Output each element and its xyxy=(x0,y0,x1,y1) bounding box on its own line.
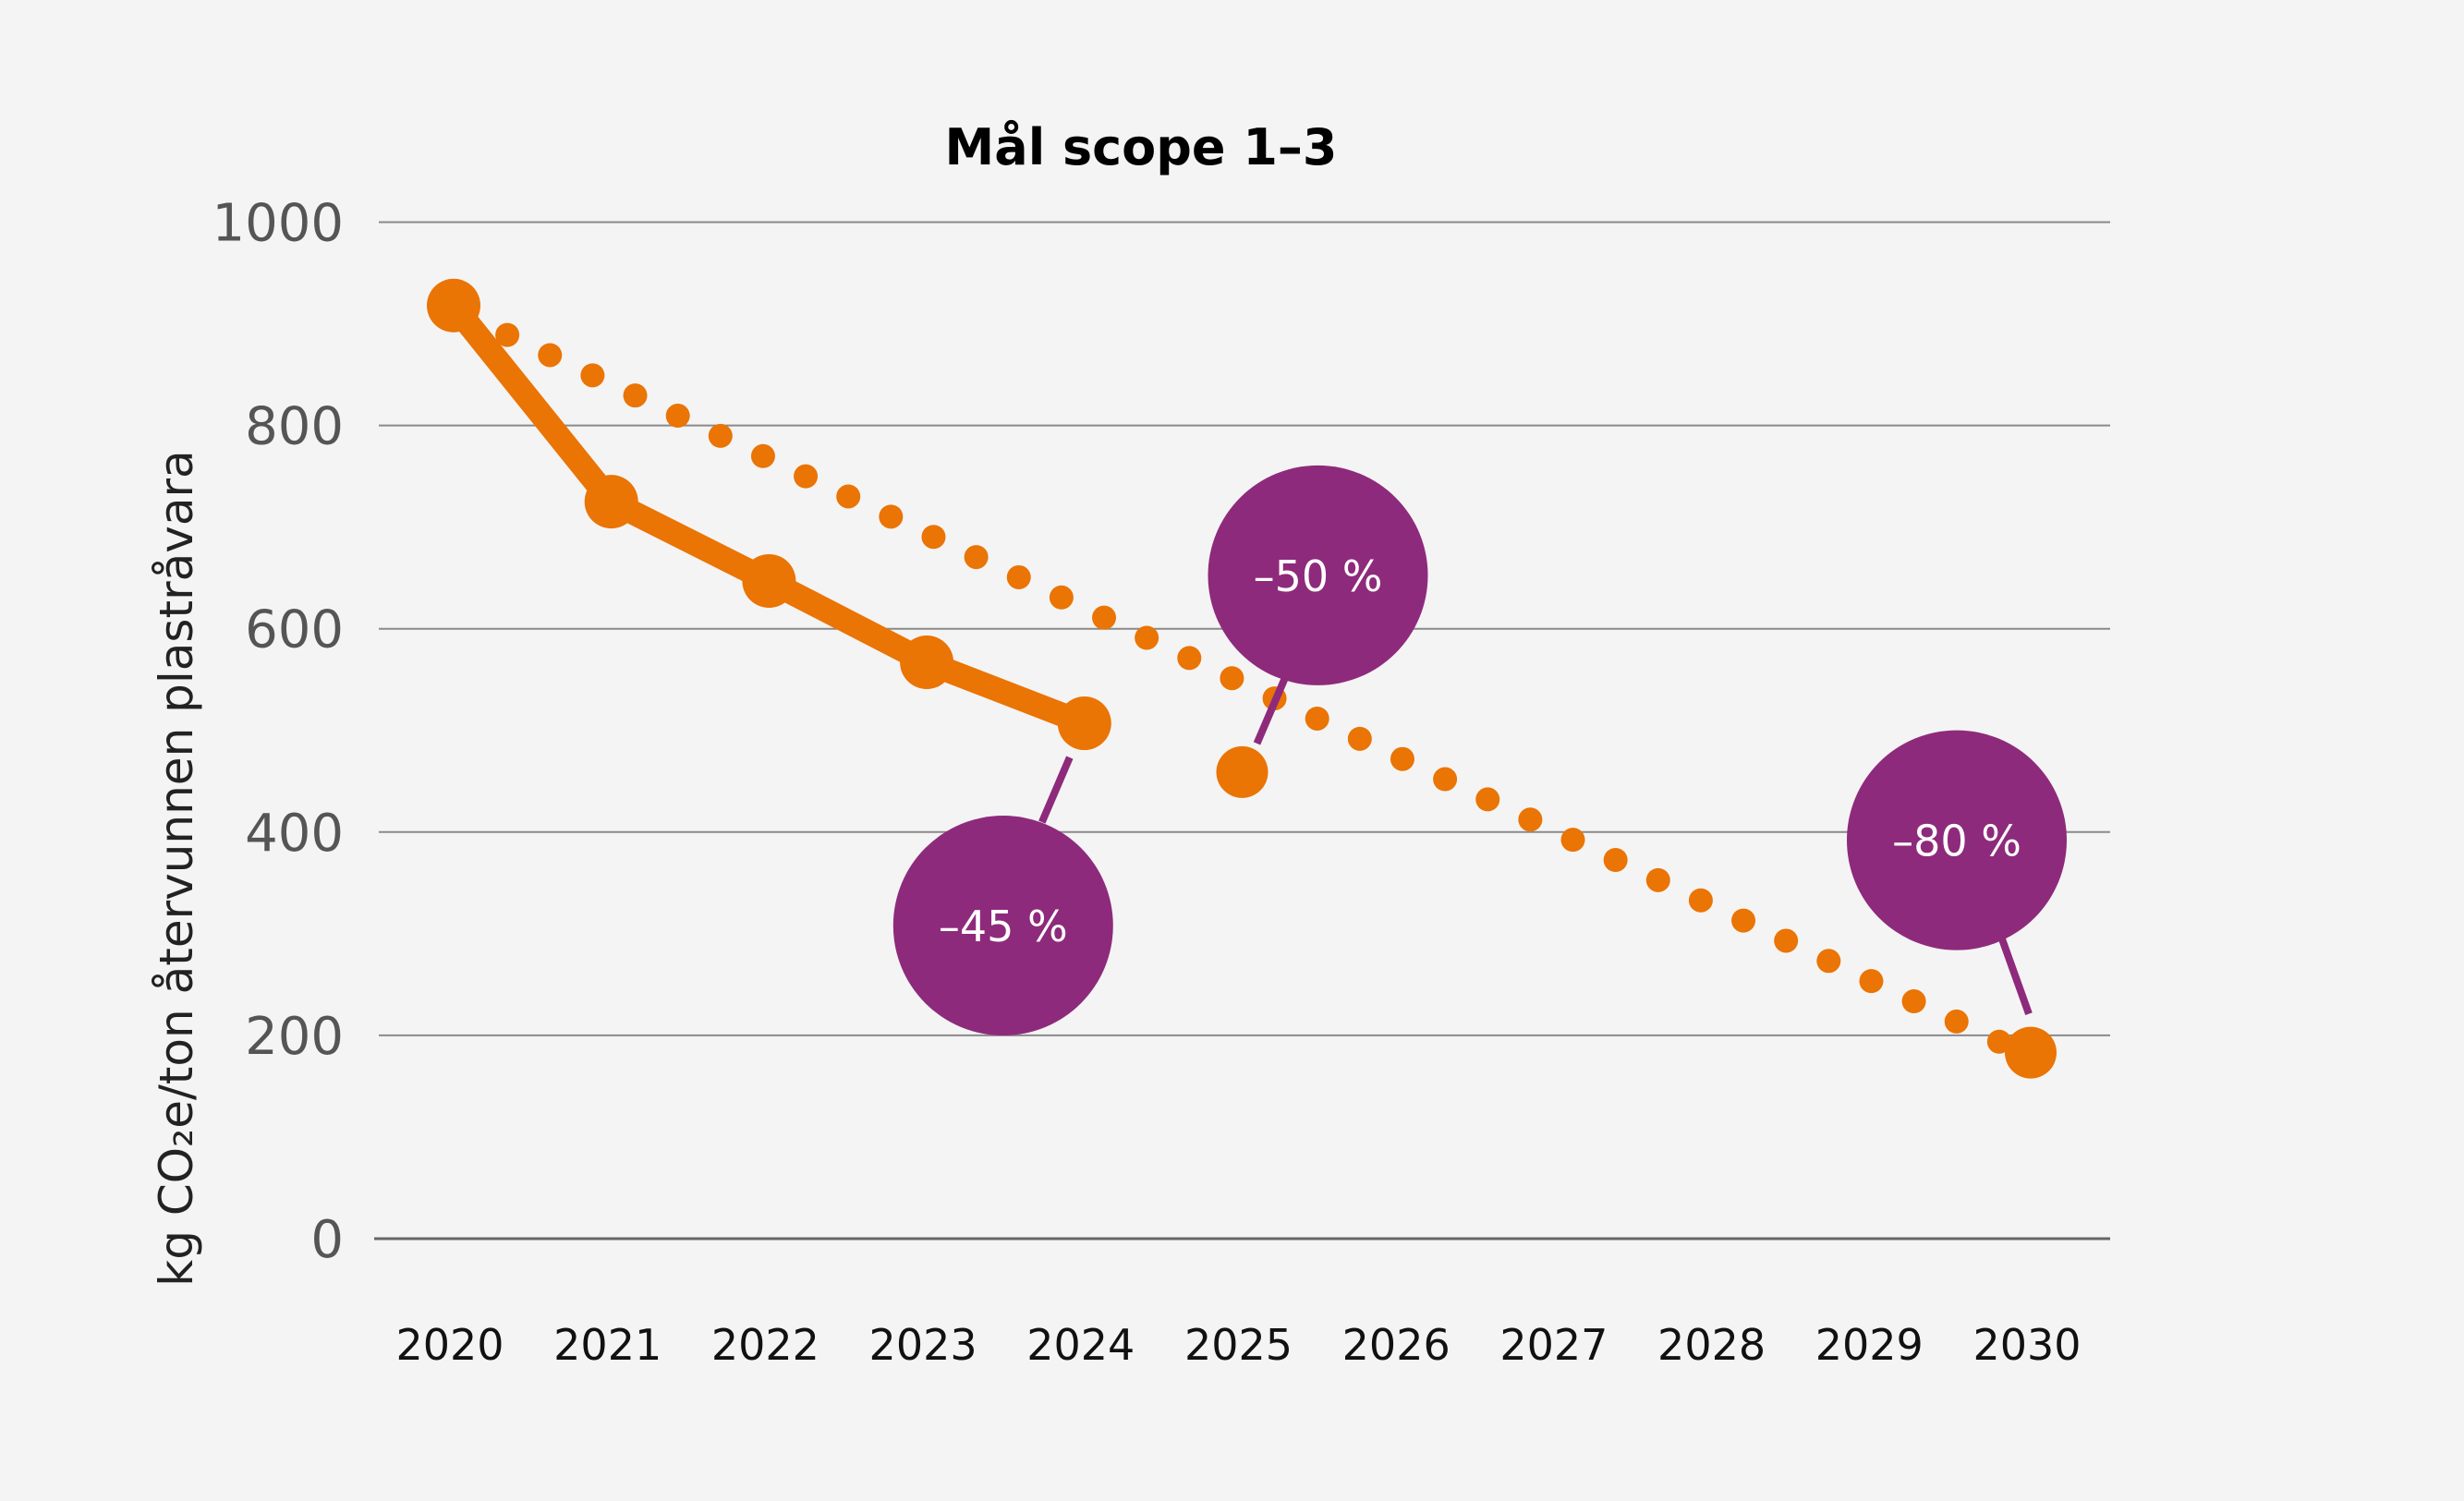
target-dot xyxy=(1049,585,1074,610)
y-tick-label: 400 xyxy=(245,804,344,864)
target-dot xyxy=(1901,989,1926,1014)
target-marker-2030 xyxy=(2005,1026,2057,1079)
callout-label: –45 % xyxy=(939,902,1068,951)
target-dot xyxy=(750,443,775,468)
target-dot xyxy=(580,363,605,388)
target-dot xyxy=(708,423,733,448)
x-tick-label: 2028 xyxy=(1657,1320,1766,1370)
target-dot xyxy=(1688,888,1713,913)
x-tick-label: 2027 xyxy=(1499,1320,1608,1370)
target-series xyxy=(495,322,2057,1079)
callout-connector xyxy=(1038,756,1074,824)
x-tick-label: 2022 xyxy=(711,1320,819,1370)
callout: –45 % xyxy=(892,756,1113,1036)
x-tick-label: 2020 xyxy=(395,1320,504,1370)
actual-series xyxy=(427,278,1111,751)
target-dot xyxy=(1816,949,1841,974)
x-tick-label: 2023 xyxy=(869,1320,977,1370)
target-dot xyxy=(1731,908,1756,933)
target-dot xyxy=(665,404,690,429)
target-dot xyxy=(1518,807,1543,832)
x-tick-label: 2026 xyxy=(1342,1320,1450,1370)
target-dot xyxy=(794,464,819,489)
y-tick-label: 0 xyxy=(310,1210,344,1270)
actual-point-2023 xyxy=(900,636,954,690)
actual-point-2020 xyxy=(427,278,480,333)
y-tick-label: 600 xyxy=(245,600,344,660)
y-tick-label: 1000 xyxy=(212,194,344,254)
actual-line xyxy=(442,293,1097,736)
target-dot xyxy=(1092,605,1117,630)
target-dot xyxy=(1177,646,1202,671)
target-dot xyxy=(921,525,946,550)
target-dot xyxy=(1859,969,1884,994)
target-dot xyxy=(1560,828,1585,853)
y-axis-label: kg CO₂e/ton återvunnen plastråvara xyxy=(150,450,203,1286)
target-dot xyxy=(495,322,520,347)
gridlines xyxy=(374,221,2110,1241)
callout-label: –80 % xyxy=(1892,817,2021,866)
target-dot xyxy=(538,343,563,368)
x-axis-ticks: 2020 2021 2022 2023 2024 2025 2026 2027 2028 2029… xyxy=(395,1320,2081,1370)
target-dot xyxy=(836,484,861,509)
target-dot xyxy=(1986,1029,2011,1054)
target-dot xyxy=(1390,746,1414,771)
callout: –80 % xyxy=(1847,730,2067,1015)
callout-bubble xyxy=(1208,465,1428,685)
target-dot xyxy=(1433,767,1458,792)
target-dot xyxy=(1135,625,1159,650)
x-tick-label: 2025 xyxy=(1184,1320,1293,1370)
x-tick-label: 2021 xyxy=(553,1320,662,1370)
callout-connector xyxy=(1253,677,1289,745)
target-marker-2025 xyxy=(1216,745,1268,798)
x-tick-label: 2030 xyxy=(1972,1320,2081,1370)
y-tick-label: 200 xyxy=(245,1007,344,1067)
x-tick-label: 2024 xyxy=(1026,1320,1135,1370)
target-dot xyxy=(1603,847,1628,872)
callout-label: –50 % xyxy=(1254,551,1383,601)
callouts: –45 % –50 % –80 % xyxy=(892,465,2067,1036)
target-dot xyxy=(1944,1009,1969,1034)
actual-point-2021 xyxy=(584,475,638,529)
callout-connector xyxy=(1998,938,2033,1015)
target-dot xyxy=(1475,787,1500,812)
target-dot xyxy=(1347,726,1372,751)
target-dot xyxy=(879,504,904,529)
x-tick-label: 2029 xyxy=(1815,1320,1924,1370)
target-dot xyxy=(1645,867,1670,892)
chart-title: Mål scope 1–3 xyxy=(945,118,1338,176)
y-axis-ticks: 0 200 400 600 800 1000 xyxy=(212,194,344,1271)
callout-bubble xyxy=(1847,730,2067,950)
y-tick-label: 800 xyxy=(245,397,344,457)
actual-point-2022 xyxy=(742,553,796,608)
target-dot xyxy=(1774,928,1799,953)
target-dot xyxy=(1006,564,1031,589)
target-dot xyxy=(1305,706,1329,731)
actual-point-2024 xyxy=(1057,696,1111,751)
target-dot xyxy=(1220,666,1244,691)
callout-bubble xyxy=(892,816,1113,1036)
target-dot xyxy=(623,383,648,408)
target-dot xyxy=(964,545,989,570)
callout: –50 % xyxy=(1208,465,1428,745)
